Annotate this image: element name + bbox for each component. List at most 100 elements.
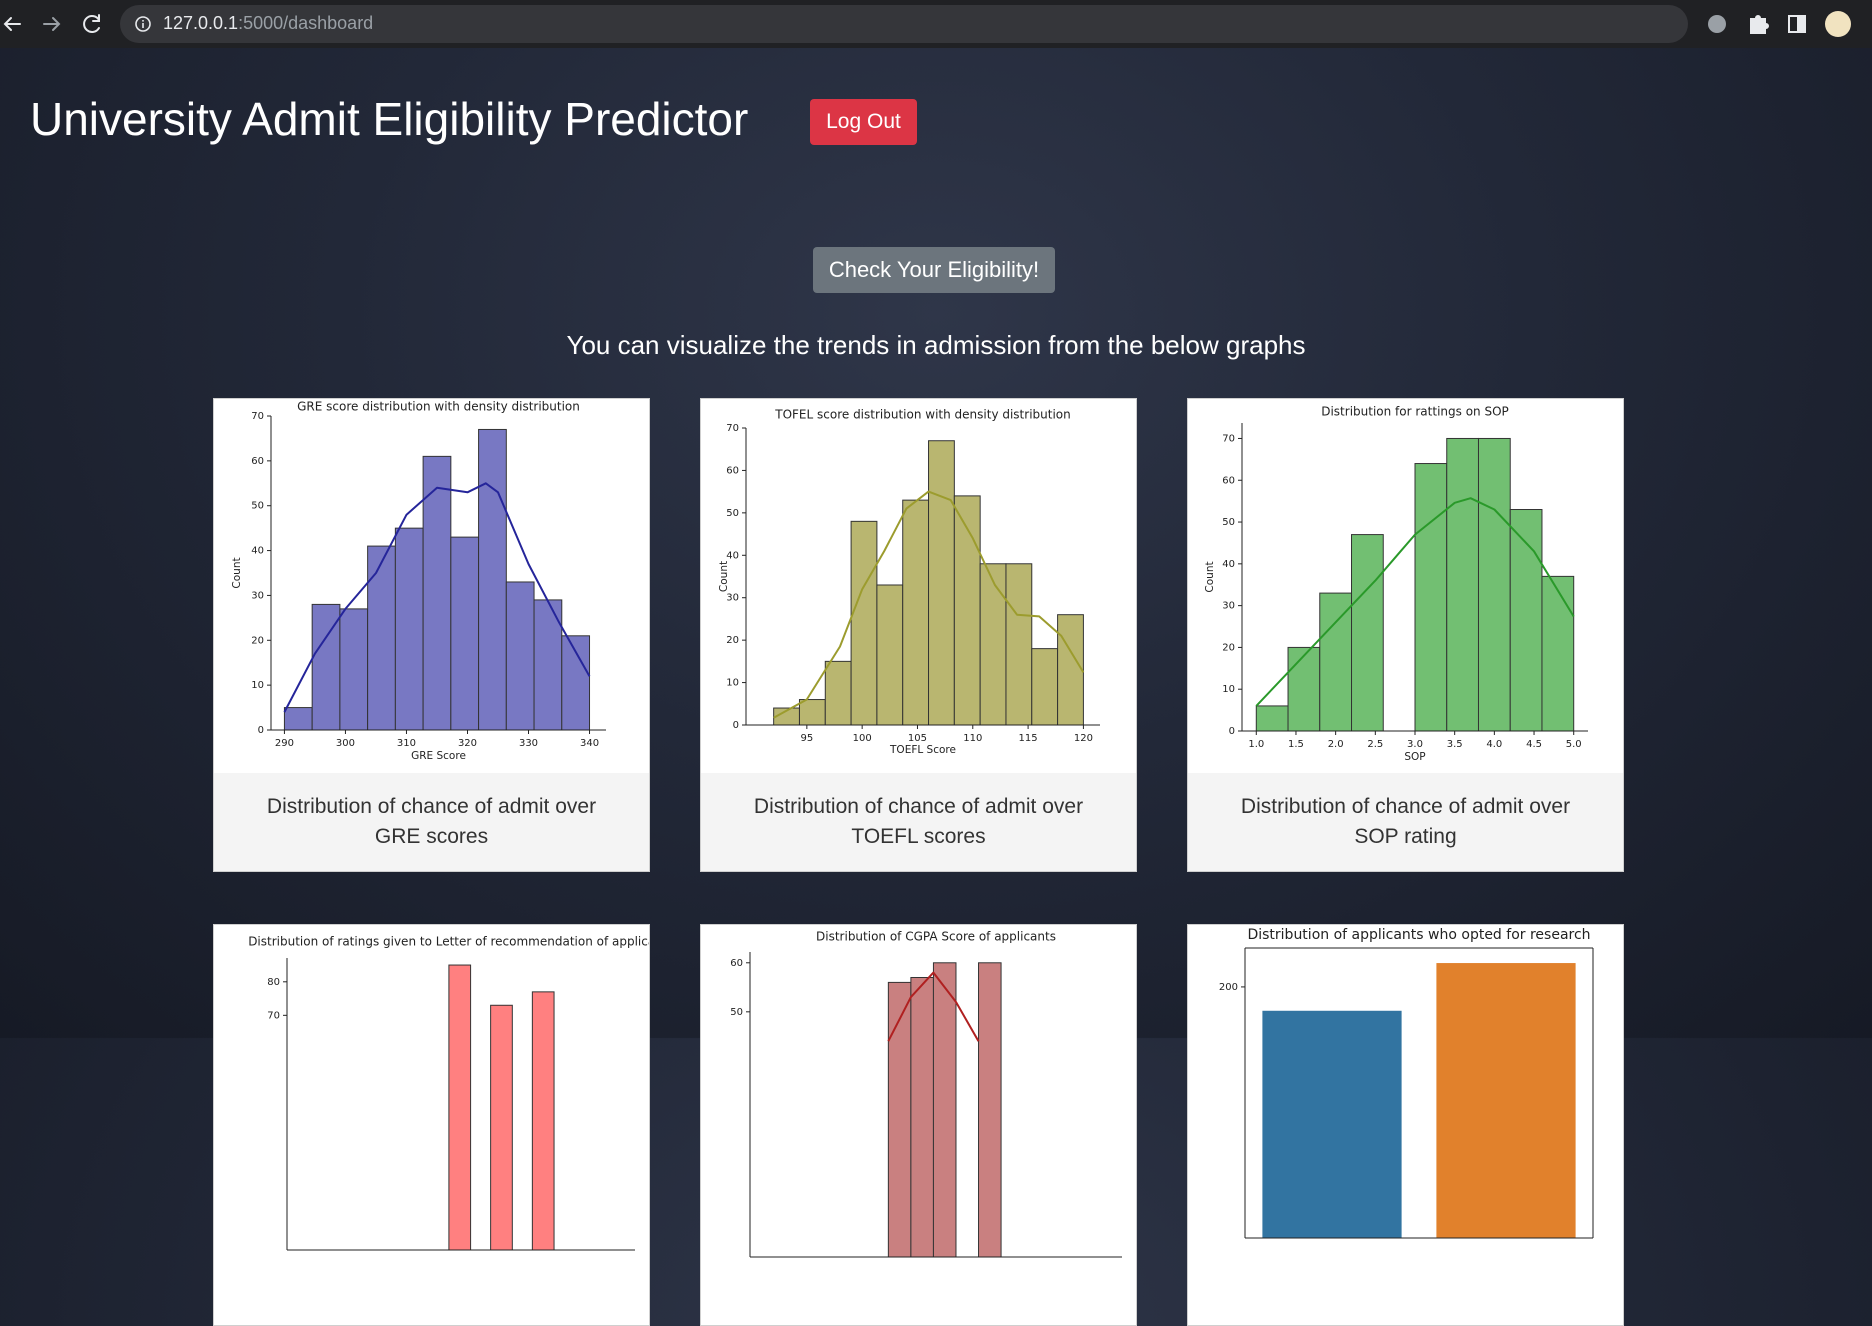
y-tick-label: 60	[251, 456, 264, 467]
histogram-bar	[1031, 648, 1059, 726]
chart-title: Distribution for rattings on SOP	[1321, 405, 1509, 419]
y-axis-label: Count	[718, 561, 730, 592]
bar	[887, 981, 912, 1258]
globe-icon[interactable]	[1708, 15, 1726, 33]
y-axis-label: Count	[1204, 561, 1216, 592]
y-tick-label: 10	[1222, 684, 1235, 695]
x-tick-label: 120	[1074, 733, 1093, 744]
histogram-bar	[876, 584, 904, 726]
x-tick-label: 300	[336, 738, 355, 749]
bar	[531, 991, 555, 1251]
y-tick-label: 0	[733, 720, 739, 731]
chart-card: Distribution of ratings given to Letter …	[213, 924, 650, 1326]
chart: Distribution of ratings given to Letter …	[248, 935, 649, 1251]
forward-button[interactable]	[43, 17, 61, 31]
x-tick-label: 105	[908, 733, 927, 744]
histogram-bar	[953, 495, 981, 726]
intro-text: You can visualize the trends in admissio…	[566, 330, 1306, 360]
y-tick-label: 30	[1222, 601, 1235, 612]
histogram-bar	[505, 581, 535, 731]
histogram-bar	[1287, 646, 1321, 732]
chart: Distribution of CGPA Score of applicants…	[730, 930, 1122, 1258]
url-path: :5000/dashboard	[238, 13, 374, 33]
histogram-bar	[1414, 463, 1448, 732]
histogram-bar	[824, 660, 852, 726]
chart-title: Distribution of ratings given to Letter …	[248, 935, 649, 949]
chart: Distribution for rattings on SOP 0 10 20 30 4…	[1204, 405, 1588, 763]
histogram-bar	[450, 536, 480, 731]
density-curve	[773, 490, 1085, 719]
bar	[490, 1004, 513, 1251]
logout-button[interactable]: Log Out	[810, 99, 917, 145]
y-axis-label: Count	[231, 557, 243, 588]
chart-card: Distribution for rattings on SOP 0 10 20 30 4…	[1187, 398, 1624, 872]
y-tick-label: 50	[251, 501, 264, 512]
y-tick-label: 30	[251, 590, 264, 601]
histogram-bar	[1477, 437, 1511, 732]
chart-card: GRE score distribution with density dist…	[213, 398, 650, 872]
extensions-icon[interactable]	[1750, 15, 1769, 34]
bar	[448, 964, 472, 1251]
chart-title: Distribution of applicants who opted for…	[1247, 927, 1590, 943]
chart-title: Distribution of CGPA Score of applicants	[816, 930, 1056, 944]
bar	[1262, 1010, 1402, 1238]
y-tick-label: 80	[267, 977, 280, 988]
browser-toolbar: 127.0.0.1:5000/dashboard	[0, 0, 1872, 48]
y-tick-label: 70	[251, 411, 264, 422]
reload-button[interactable]	[83, 14, 100, 33]
x-axis-label: GRE Score	[411, 750, 466, 762]
x-tick-label: 4.5	[1526, 739, 1542, 750]
y-tick-label: 200	[1219, 982, 1238, 993]
x-axis-label: TOEFL Score	[889, 744, 956, 756]
x-tick-label: 1.5	[1288, 739, 1304, 750]
x-tick-label: 320	[458, 738, 477, 749]
x-tick-label: 340	[580, 738, 599, 749]
histogram-bar	[1319, 592, 1353, 732]
x-tick-label: 100	[853, 733, 872, 744]
histogram-bar	[339, 608, 369, 731]
y-tick-label: 20	[726, 635, 739, 646]
histogram-bar	[1057, 614, 1084, 726]
y-tick-label: 10	[251, 680, 264, 691]
density-curve	[1255, 497, 1575, 707]
histogram-bar	[902, 499, 930, 726]
x-tick-label: 3.5	[1447, 739, 1463, 750]
x-axis-label: SOP	[1404, 751, 1425, 763]
check-eligibility-button[interactable]: Check Your Eligibility!	[813, 247, 1055, 293]
bar	[932, 962, 957, 1258]
url-text: 127.0.0.1:5000/dashboard	[163, 13, 373, 34]
y-tick-label: 40	[726, 550, 739, 561]
x-tick-label: 3.0	[1407, 739, 1423, 750]
y-tick-label: 20	[1222, 642, 1235, 653]
density-curve	[887, 971, 980, 1042]
y-tick-label: 10	[726, 678, 739, 689]
chart-card: Distribution of applicants who opted for…	[1187, 924, 1624, 1326]
y-tick-label: 60	[1222, 475, 1235, 486]
sidebar-fill	[1797, 16, 1805, 32]
y-tick-label: 70	[267, 1010, 280, 1021]
y-tick-label: 70	[726, 423, 739, 434]
chart-card: Distribution of CGPA Score of applicants…	[700, 924, 1137, 1326]
histogram-bar	[478, 428, 507, 731]
x-tick-label: 1.0	[1248, 739, 1264, 750]
histogram-bar	[850, 520, 878, 726]
x-tick-label: 110	[963, 733, 982, 744]
histogram-bar	[798, 699, 826, 726]
card-caption: Distribution of chance of admit over GRE…	[214, 773, 649, 871]
chart-card: TOFEL score distribution with density di…	[700, 398, 1137, 872]
x-tick-label: 4.0	[1486, 739, 1502, 750]
chart: GRE score distribution with density dist…	[231, 400, 606, 762]
x-tick-label: 310	[397, 738, 416, 749]
chart-title: TOFEL score distribution with density di…	[774, 408, 1071, 422]
histogram-bar	[1541, 575, 1575, 732]
profile-avatar[interactable]	[1825, 11, 1851, 37]
site-info-icon[interactable]	[133, 14, 153, 34]
back-button[interactable]	[3, 17, 21, 31]
x-tick-label: 330	[519, 738, 538, 749]
histogram-bar	[1446, 437, 1479, 732]
density-curve	[283, 482, 591, 713]
address-bar[interactable]	[120, 5, 1688, 43]
y-tick-label: 40	[251, 546, 264, 557]
y-tick-label: 40	[1222, 559, 1235, 570]
